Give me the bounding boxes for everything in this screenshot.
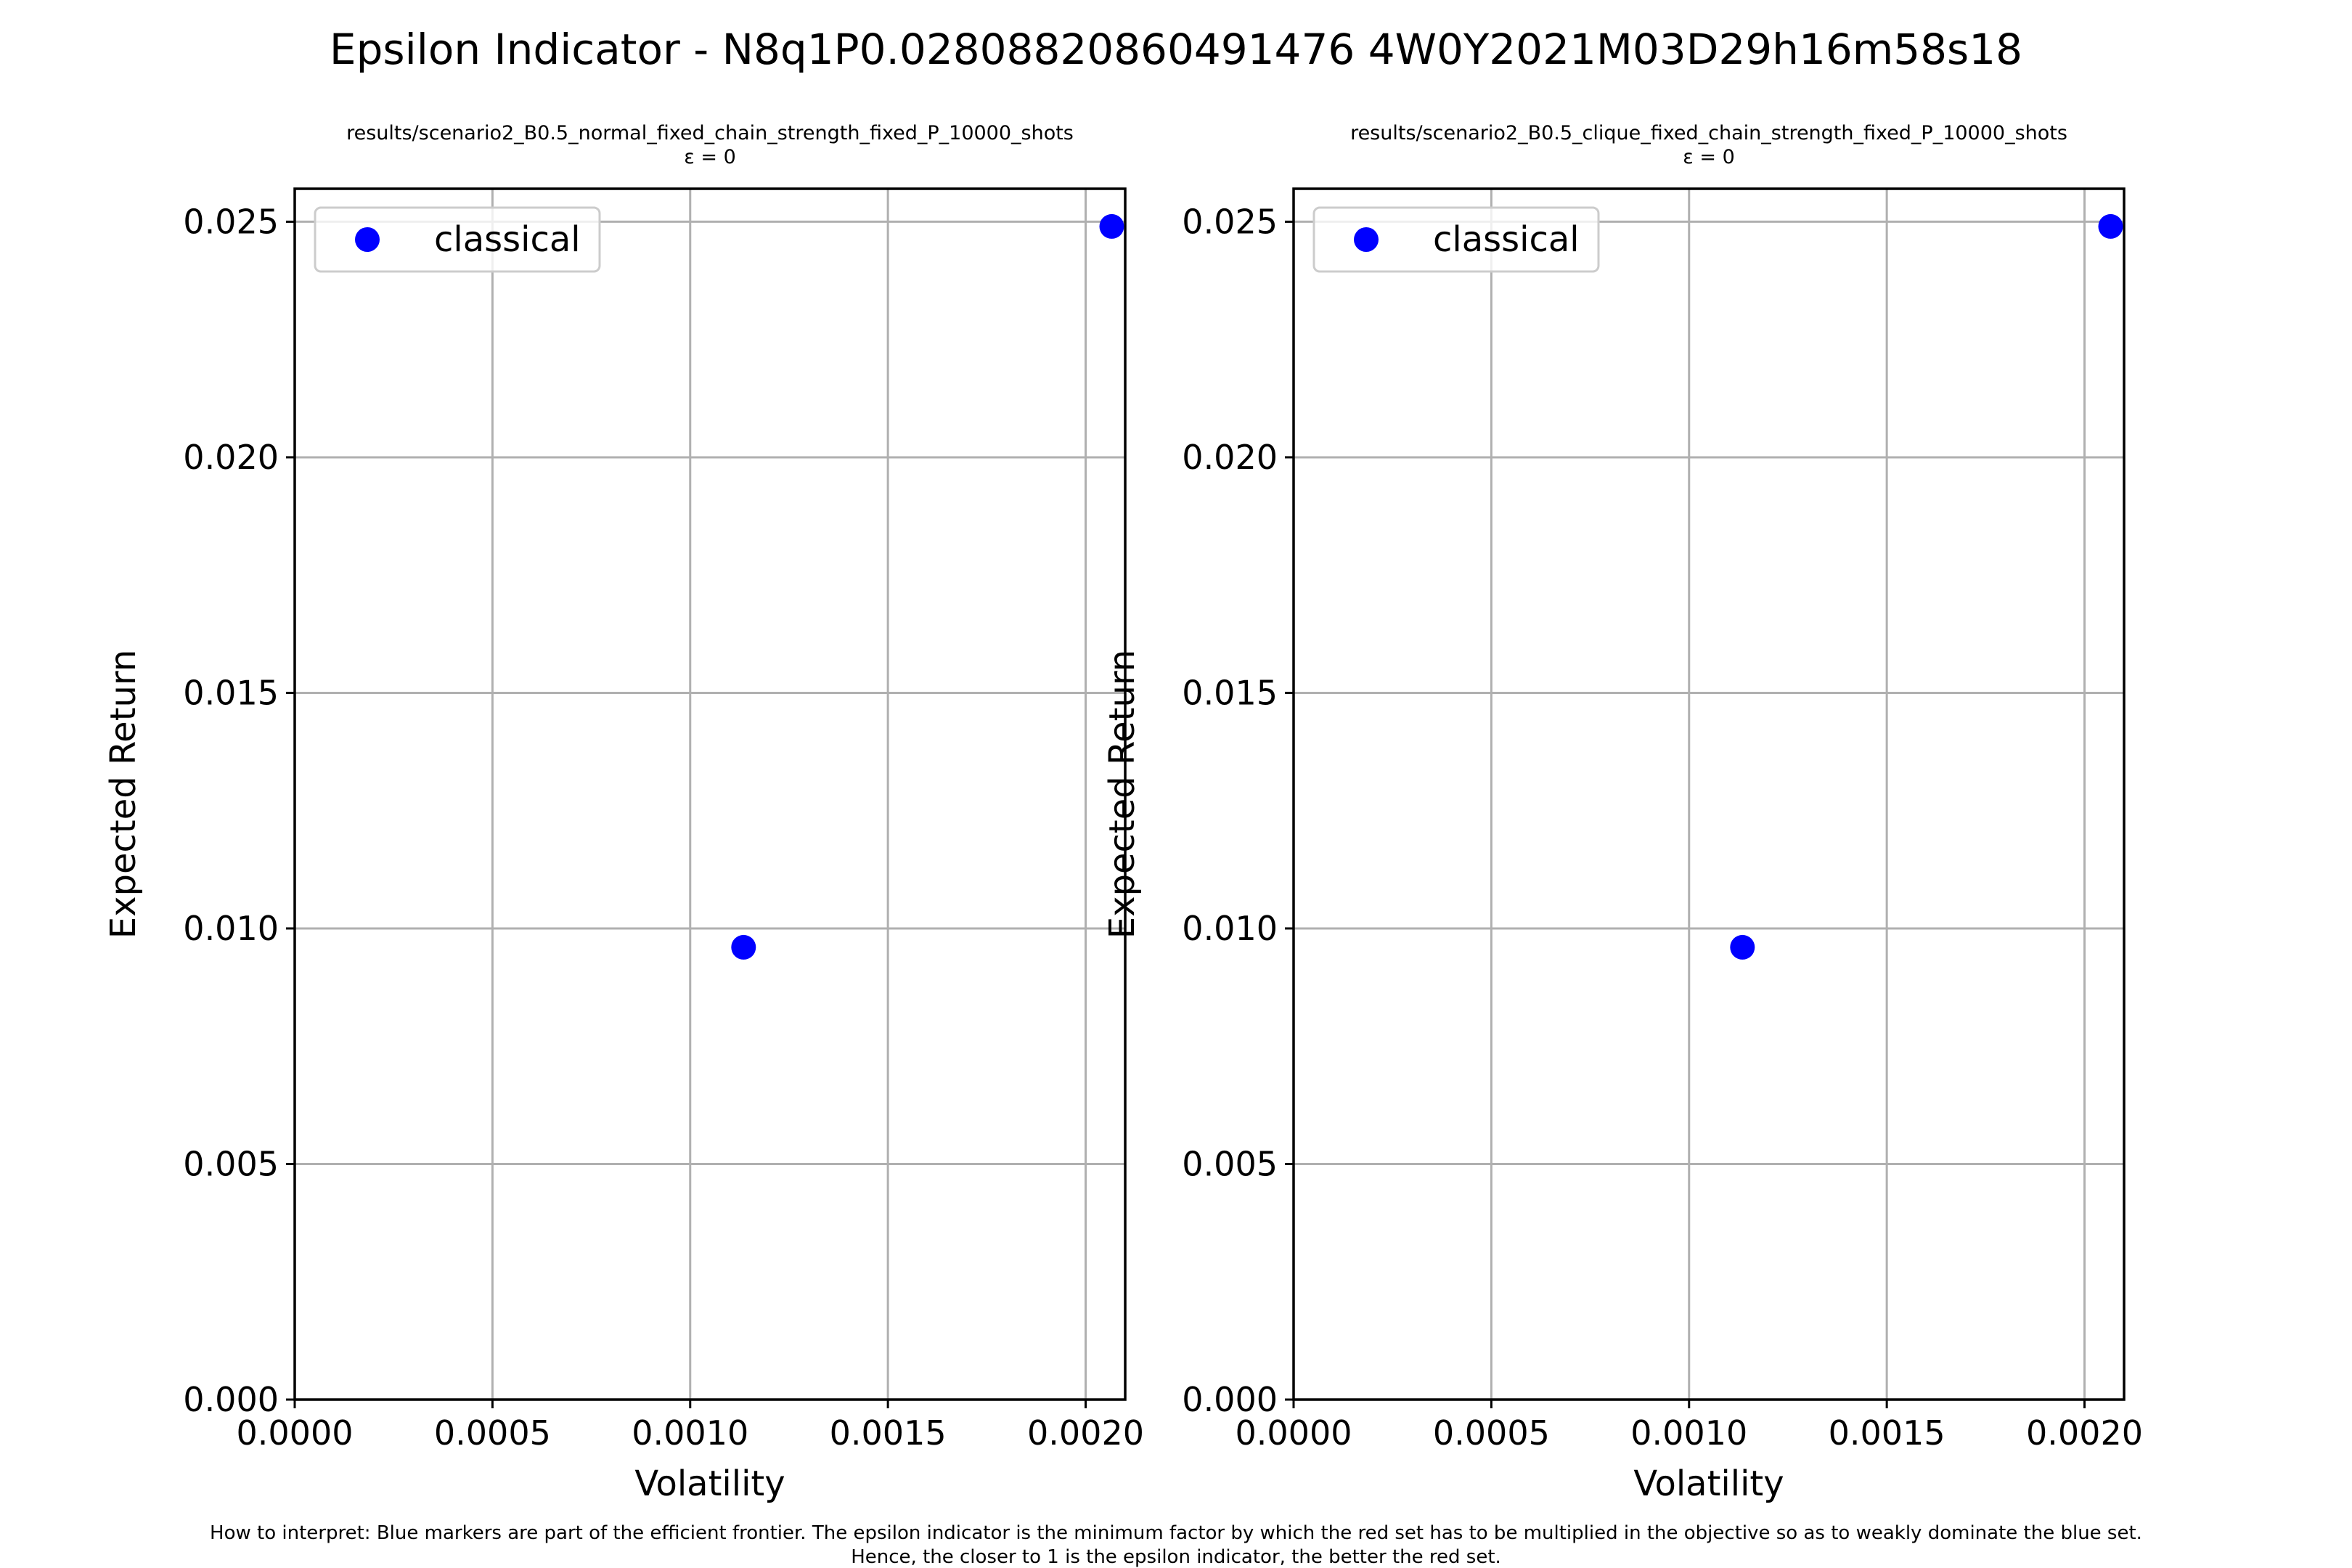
legend-label: classical xyxy=(1433,219,1580,260)
x-tick-label: 0.0010 xyxy=(1630,1413,1747,1453)
legend-label: classical xyxy=(434,219,581,260)
y-tick-label: 0.005 xyxy=(1182,1144,1278,1183)
x-tick-label: 0.0015 xyxy=(830,1413,947,1453)
y-tick-label: 0.015 xyxy=(183,673,279,712)
y-tick-label: 0.020 xyxy=(183,438,279,477)
chart-subtitle: ε = 0 xyxy=(1683,146,1735,168)
x-axis-label: Volatility xyxy=(1633,1463,1784,1504)
y-tick-label: 0.005 xyxy=(183,1144,279,1183)
data-points xyxy=(731,213,1124,960)
x-tick-label: 0.0020 xyxy=(1027,1413,1144,1453)
x-tick-label: 0.0000 xyxy=(237,1413,354,1453)
chart-title: results/scenario2_B0.5_clique_fixed_chai… xyxy=(1350,122,2067,144)
x-axis-label: Volatility xyxy=(634,1463,785,1504)
y-axis-label: Expected Return xyxy=(103,650,144,939)
figure-title: Epsilon Indicator - N8q1P0.0280882086049… xyxy=(330,25,2022,74)
data-point xyxy=(1099,213,1124,239)
y-tick-label: 0.010 xyxy=(1182,909,1278,948)
data-point xyxy=(731,934,756,960)
y-tick-label: 0.000 xyxy=(183,1380,279,1419)
legend-box xyxy=(1312,206,1600,273)
y-tick-label: 0.000 xyxy=(1182,1380,1278,1419)
x-tick-label: 0.0010 xyxy=(632,1413,748,1453)
legend-box xyxy=(314,206,601,273)
y-tick-label: 0.015 xyxy=(1182,673,1278,712)
y-axis-label: Expected Return xyxy=(1102,650,1143,939)
y-tick-label: 0.020 xyxy=(1182,438,1278,477)
chart-panel-normal: results/scenario2_B0.5_normal_fixed_chai… xyxy=(103,122,1144,1504)
chart-subtitle: ε = 0 xyxy=(684,146,736,168)
y-tick-label: 0.025 xyxy=(1182,202,1278,241)
x-tick-label: 0.0005 xyxy=(434,1413,551,1453)
legend-marker xyxy=(1354,227,1379,252)
plot-area-frame xyxy=(1292,187,2126,1401)
footnote-line-2: Hence, the closer to 1 is the epsilon in… xyxy=(851,1546,1501,1568)
plot-area-frame xyxy=(293,187,1127,1401)
x-tick-label: 0.0020 xyxy=(2026,1413,2143,1453)
data-points xyxy=(1730,213,2123,960)
y-tick-label: 0.010 xyxy=(183,909,279,948)
data-point xyxy=(2098,213,2123,239)
x-tick-label: 0.0000 xyxy=(1236,1413,1352,1453)
x-tick-label: 0.0005 xyxy=(1433,1413,1550,1453)
y-tick-label: 0.025 xyxy=(183,202,279,241)
legend-marker xyxy=(355,227,380,252)
x-tick-label: 0.0015 xyxy=(1829,1413,1945,1453)
footnote-line-1: How to interpret: Blue markers are part … xyxy=(210,1522,2142,1544)
chart-panel-clique: results/scenario2_B0.5_clique_fixed_chai… xyxy=(1102,122,2143,1504)
data-point xyxy=(1730,934,1755,960)
chart-title: results/scenario2_B0.5_normal_fixed_chai… xyxy=(346,122,1074,144)
